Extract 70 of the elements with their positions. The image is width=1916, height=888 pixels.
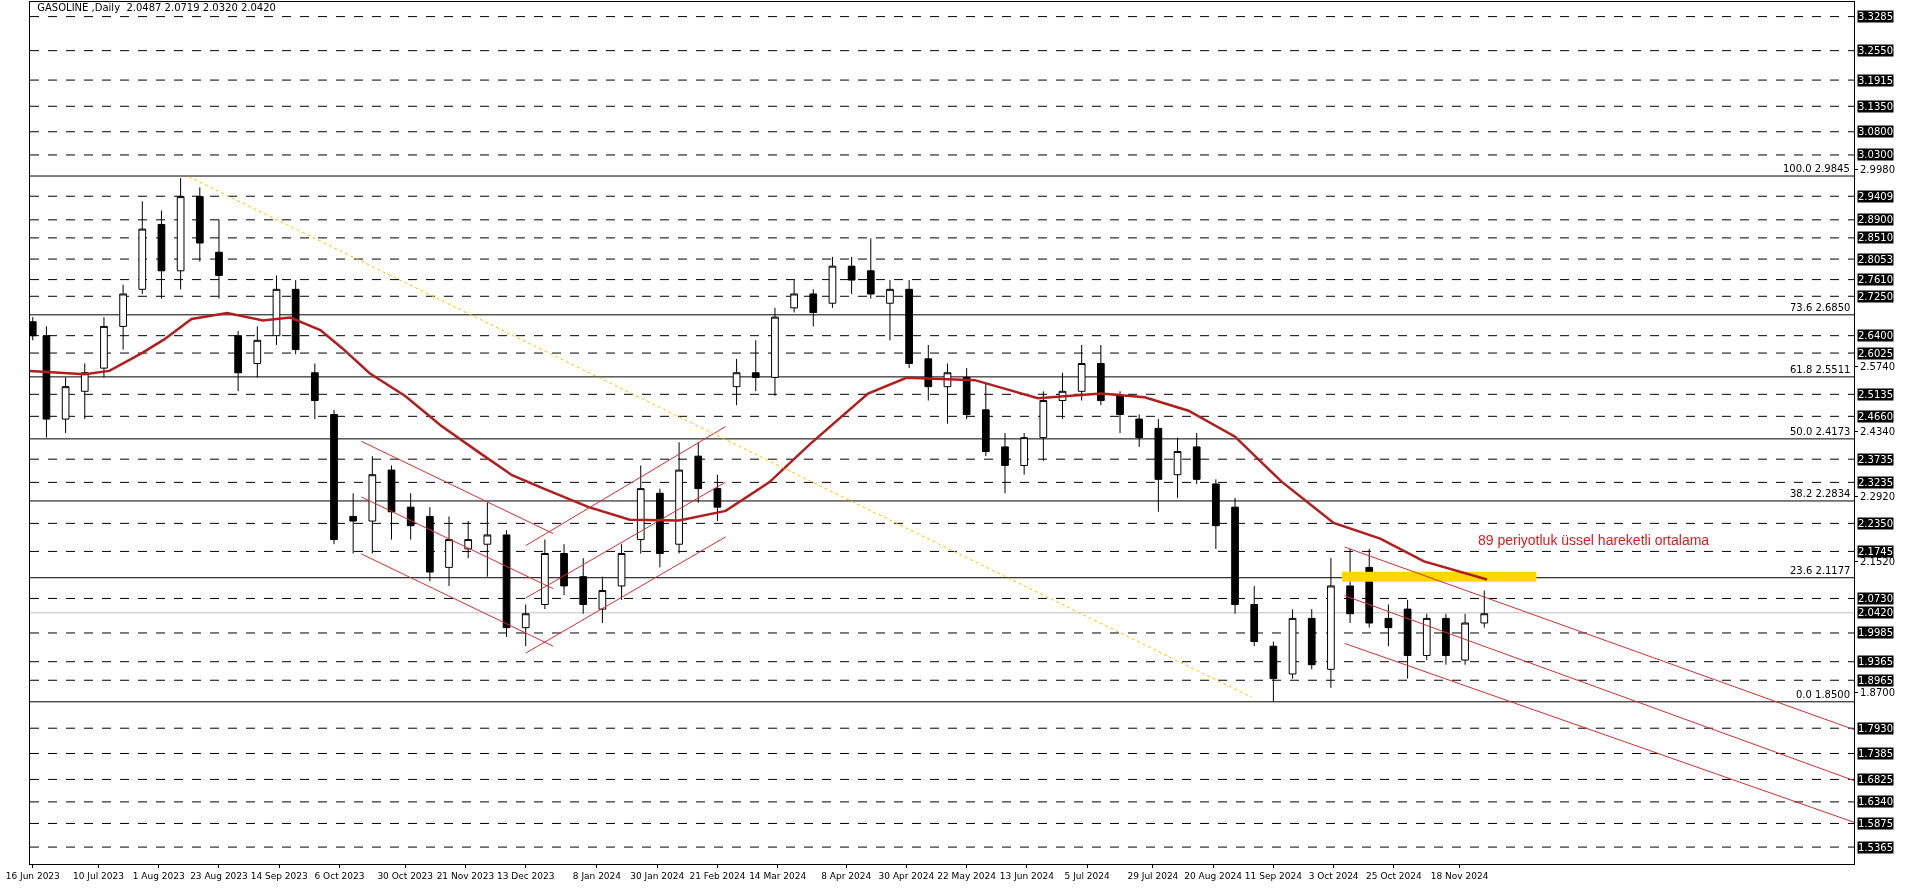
y-tick-label: 2.5740 xyxy=(1860,360,1895,372)
ref-line-label: 1.8965 xyxy=(1858,675,1893,686)
ref-line-label: 2.3735 xyxy=(1858,454,1893,465)
x-tick-label: 21 Feb 2024 xyxy=(689,870,746,881)
ref-line-label: 1.7930 xyxy=(1858,723,1893,734)
ref-line-label: 3.3285 xyxy=(1858,11,1893,22)
ref-line-label: 2.6400 xyxy=(1858,330,1893,341)
ref-line-label: 1.7385 xyxy=(1858,748,1893,759)
x-tick-label: 6 Oct 2023 xyxy=(314,870,365,881)
ref-line-label: 2.2350 xyxy=(1858,518,1893,529)
ref-line-label: 23.6 2.1177 xyxy=(1790,565,1851,576)
x-tick-label: 30 Apr 2024 xyxy=(878,870,935,881)
y-tick-label: 2.9980 xyxy=(1860,164,1895,176)
x-tick-label: 3 Oct 2024 xyxy=(1308,870,1359,881)
ref-line-label: 2.8900 xyxy=(1858,214,1893,225)
x-tick-label: 13 Dec 2023 xyxy=(496,870,555,881)
y-tick-label: 1.8700 xyxy=(1860,687,1895,699)
ref-line-label: 1.5365 xyxy=(1858,842,1893,853)
x-tick-label: 22 May 2024 xyxy=(937,870,997,881)
x-tick-label: 8 Apr 2024 xyxy=(821,870,872,881)
x-tick-label: 11 Sep 2024 xyxy=(1244,870,1303,881)
ref-line-label: 2.6025 xyxy=(1858,348,1893,359)
ref-line-label: 3.2550 xyxy=(1858,45,1893,56)
ref-line-label: 2.8510 xyxy=(1858,232,1893,243)
ref-line-label: 3.1350 xyxy=(1858,101,1893,112)
y-tick-label: 2.2920 xyxy=(1860,491,1895,503)
ref-line-label: 3.0300 xyxy=(1858,149,1893,160)
ref-line-label: 61.8 2.5511 xyxy=(1790,364,1851,375)
x-tick-label: 10 Jul 2023 xyxy=(73,870,124,881)
ref-line-label: 2.5135 xyxy=(1858,389,1893,400)
ref-line-label: 1.6825 xyxy=(1858,774,1893,785)
ref-line-label: 2.1745 xyxy=(1858,546,1893,557)
ref-line-label: 1.9985 xyxy=(1858,627,1893,638)
x-tick-label: 25 Oct 2024 xyxy=(1366,870,1422,881)
x-tick-label: 14 Mar 2024 xyxy=(749,870,807,881)
ref-line-label: 2.4660 xyxy=(1858,411,1893,422)
ref-line-label: 3.0800 xyxy=(1858,126,1893,137)
ref-line-label: 2.7610 xyxy=(1858,274,1893,285)
ref-line-label: 3.1915 xyxy=(1858,75,1893,86)
ref-line-label: 73.6 2.6850 xyxy=(1790,302,1851,313)
ref-line-label: 38.2 2.2834 xyxy=(1790,488,1851,499)
x-tick-label: 8 Jan 2024 xyxy=(572,870,622,881)
x-tick-label: 13 Jun 2024 xyxy=(999,870,1055,881)
x-tick-label: 21 Nov 2023 xyxy=(436,870,495,881)
x-tick-label: 29 Jul 2024 xyxy=(1127,870,1179,881)
x-tick-label: 30 Oct 2023 xyxy=(377,870,434,881)
ref-line-label: 1.9365 xyxy=(1858,656,1893,667)
x-tick-label: 23 Aug 2023 xyxy=(190,870,248,881)
x-tick-label: 30 Jan 2024 xyxy=(630,870,685,881)
ref-line-label: 2.7250 xyxy=(1858,291,1893,302)
ref-line-label: 100.0 2.9845 xyxy=(1783,163,1850,174)
ref-line-label: 2.0420 xyxy=(1858,607,1893,618)
x-tick-label: 20 Aug 2024 xyxy=(1184,870,1243,881)
ref-line-label: 1.6340 xyxy=(1858,796,1893,807)
x-tick-label: 16 Jun 2023 xyxy=(5,870,60,881)
x-tick-label: 18 Nov 2024 xyxy=(1430,870,1489,881)
ref-line-label: 2.3235 xyxy=(1858,477,1893,488)
ref-line-label: 50.0 2.4173 xyxy=(1790,426,1851,437)
y-tick-label: 2.4340 xyxy=(1860,425,1895,437)
ref-line-label: 2.0730 xyxy=(1858,593,1893,604)
ref-line-label: 1.5875 xyxy=(1858,818,1893,829)
x-tick-label: 14 Sep 2023 xyxy=(250,870,308,881)
ref-line-label: 2.9409 xyxy=(1858,191,1893,202)
ref-line-label: 0.0 1.8500 xyxy=(1796,689,1851,700)
chart-title: GASOLINE ,Daily 2.0487 2.0719 2.0320 2.0420 xyxy=(37,2,276,14)
ref-line-label: 2.8053 xyxy=(1858,254,1893,265)
x-tick-label: 5 Jul 2024 xyxy=(1064,870,1111,881)
y-tick-label: 2.1520 xyxy=(1860,556,1895,568)
x-tick-label: 1 Aug 2023 xyxy=(132,870,185,881)
annotation: 89 periyotluk üssel hareketli ortalama xyxy=(1478,532,1710,548)
